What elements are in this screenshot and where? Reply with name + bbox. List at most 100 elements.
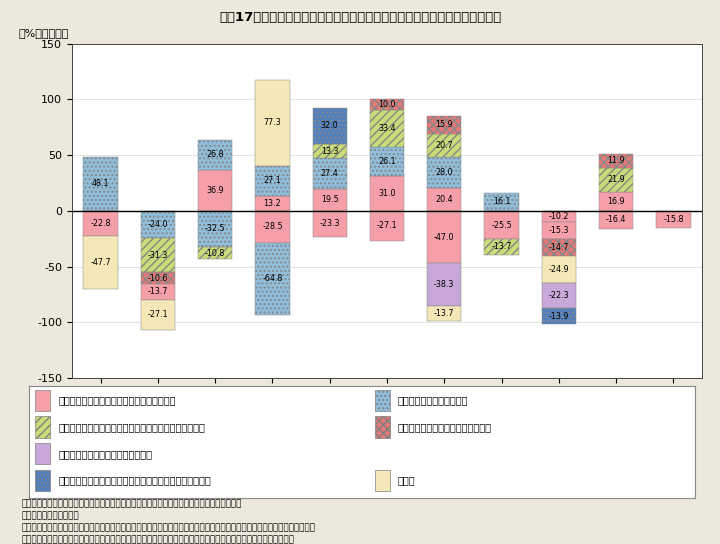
Bar xyxy=(35,416,50,437)
Text: 31.0: 31.0 xyxy=(378,189,396,198)
Bar xyxy=(312,158,347,189)
Text: -13.7: -13.7 xyxy=(434,309,454,318)
Text: 33.4: 33.4 xyxy=(378,124,396,133)
Bar xyxy=(256,79,289,166)
Bar xyxy=(370,110,404,147)
Bar xyxy=(256,166,289,196)
Text: 36.9: 36.9 xyxy=(207,186,224,195)
Text: -28.5: -28.5 xyxy=(262,222,283,231)
Bar xyxy=(35,470,50,491)
Text: 13.2: 13.2 xyxy=(264,199,282,208)
Text: 26.1: 26.1 xyxy=(378,157,396,166)
Text: -15.8: -15.8 xyxy=(663,215,683,224)
Bar xyxy=(485,239,518,255)
Text: -10.8: -10.8 xyxy=(205,249,225,257)
Bar xyxy=(198,140,233,170)
Text: -13.7: -13.7 xyxy=(148,287,168,296)
Bar xyxy=(427,157,462,188)
Bar xyxy=(140,273,175,285)
Bar xyxy=(427,263,462,306)
Text: 16.1: 16.1 xyxy=(492,197,510,206)
Text: -13.7: -13.7 xyxy=(491,243,512,251)
Bar xyxy=(35,390,50,411)
Bar xyxy=(256,243,289,315)
Bar xyxy=(198,211,233,247)
Text: -24.0: -24.0 xyxy=(148,220,168,228)
Bar xyxy=(312,211,347,237)
Bar xyxy=(541,222,576,239)
Text: 13.3: 13.3 xyxy=(321,146,338,156)
Bar xyxy=(140,300,175,330)
Text: ４．パートタイムは、「無期雇用パートタイム」、「有期雇用パートタイム」の就業形態の労働者をいう。: ４．パートタイムは、「無期雇用パートタイム」、「有期雇用パートタイム」の就業形態… xyxy=(22,535,294,544)
Bar xyxy=(140,285,175,300)
Bar xyxy=(256,196,289,211)
Text: ２．複数回答。: ２．複数回答。 xyxy=(22,511,79,521)
Text: -31.3: -31.3 xyxy=(148,251,168,259)
Text: （備考）１．厚生労働省「令和３年パートタイム・有期雇用労働者総合実態調査」より作成。: （備考）１．厚生労働省「令和３年パートタイム・有期雇用労働者総合実態調査」より作… xyxy=(22,499,242,509)
Text: -47.0: -47.0 xyxy=(434,232,454,242)
Text: 21.9: 21.9 xyxy=(607,175,625,184)
Text: 正社員として採用されなかったから: 正社員として採用されなかったから xyxy=(58,449,152,459)
Text: 勤務時間・日数が短いから: 勤務時間・日数が短いから xyxy=(397,395,468,405)
Text: -14.7: -14.7 xyxy=(549,243,569,252)
Bar xyxy=(599,211,634,229)
Text: -27.1: -27.1 xyxy=(148,310,168,319)
Text: 28.0: 28.0 xyxy=(436,168,453,177)
Text: -32.5: -32.5 xyxy=(205,225,225,233)
Bar xyxy=(541,239,576,256)
Bar xyxy=(35,443,50,465)
Text: 27.4: 27.4 xyxy=(321,169,338,178)
Bar xyxy=(485,193,518,211)
Text: 自分の都合の良い時間（日）に働きたいから: 自分の都合の良い時間（日）に働きたいから xyxy=(58,395,176,405)
Bar xyxy=(485,211,518,239)
Text: 20.4: 20.4 xyxy=(436,195,453,204)
Bar xyxy=(198,247,233,259)
Text: -15.3: -15.3 xyxy=(549,226,569,235)
Bar xyxy=(599,154,634,168)
Text: -24.9: -24.9 xyxy=(549,265,569,274)
Bar xyxy=(370,98,404,110)
Bar xyxy=(375,470,390,491)
Text: 19.5: 19.5 xyxy=(321,195,338,205)
Bar xyxy=(541,308,576,324)
Text: -23.3: -23.3 xyxy=(320,219,340,228)
Text: 20.7: 20.7 xyxy=(436,141,453,150)
Text: その他: その他 xyxy=(397,475,415,485)
Text: 77.3: 77.3 xyxy=(264,118,282,127)
Bar xyxy=(84,236,118,289)
Text: 就業調整（年収の調整や労働時間の調整）ができるから: 就業調整（年収の調整や労働時間の調整）ができるから xyxy=(58,422,205,432)
Bar xyxy=(84,211,118,236)
Text: -22.3: -22.3 xyxy=(549,292,569,300)
Text: ３．女性の現在の就業形態を選んだ理由の割合から、男性の現在の就業形態を選んだ理由の割合を引いた値を表示。: ３．女性の現在の就業形態を選んだ理由の割合から、男性の現在の就業形態を選んだ理由… xyxy=(22,523,315,533)
Bar xyxy=(541,211,576,222)
Text: 26.8: 26.8 xyxy=(207,150,224,159)
Text: -25.5: -25.5 xyxy=(491,220,512,230)
Bar xyxy=(370,176,404,211)
Text: 特－17図　現在の就業形態を選んだ理由（女性と男性の差、パートタイム）: 特－17図 現在の就業形態を選んだ理由（女性と男性の差、パートタイム） xyxy=(219,11,501,24)
Bar xyxy=(312,108,347,144)
Bar xyxy=(140,211,175,238)
Text: 27.1: 27.1 xyxy=(264,176,282,186)
Bar xyxy=(541,283,576,308)
Text: -16.4: -16.4 xyxy=(606,215,626,225)
Bar xyxy=(427,211,462,263)
Bar xyxy=(256,211,289,243)
Text: 16.9: 16.9 xyxy=(607,197,625,206)
Bar xyxy=(312,189,347,211)
Bar xyxy=(599,168,634,192)
Text: -10.6: -10.6 xyxy=(148,274,168,283)
Bar xyxy=(370,211,404,241)
Text: 専門的な知識・技能を活かせるから: 専門的な知識・技能を活かせるから xyxy=(397,422,492,432)
Text: -10.2: -10.2 xyxy=(549,212,569,221)
Text: 家庭の事情（育児・介護等）で正社員として働けないから: 家庭の事情（育児・介護等）で正社員として働けないから xyxy=(58,475,211,485)
Bar xyxy=(84,157,118,211)
Bar xyxy=(140,238,175,273)
Text: （%ポイント）: （%ポイント） xyxy=(19,28,69,39)
Bar xyxy=(599,192,634,211)
Text: 48.1: 48.1 xyxy=(92,180,109,188)
Bar xyxy=(427,306,462,321)
Text: -38.3: -38.3 xyxy=(434,280,454,289)
Bar xyxy=(427,188,462,211)
Bar xyxy=(541,256,576,283)
Text: -27.1: -27.1 xyxy=(377,221,397,231)
